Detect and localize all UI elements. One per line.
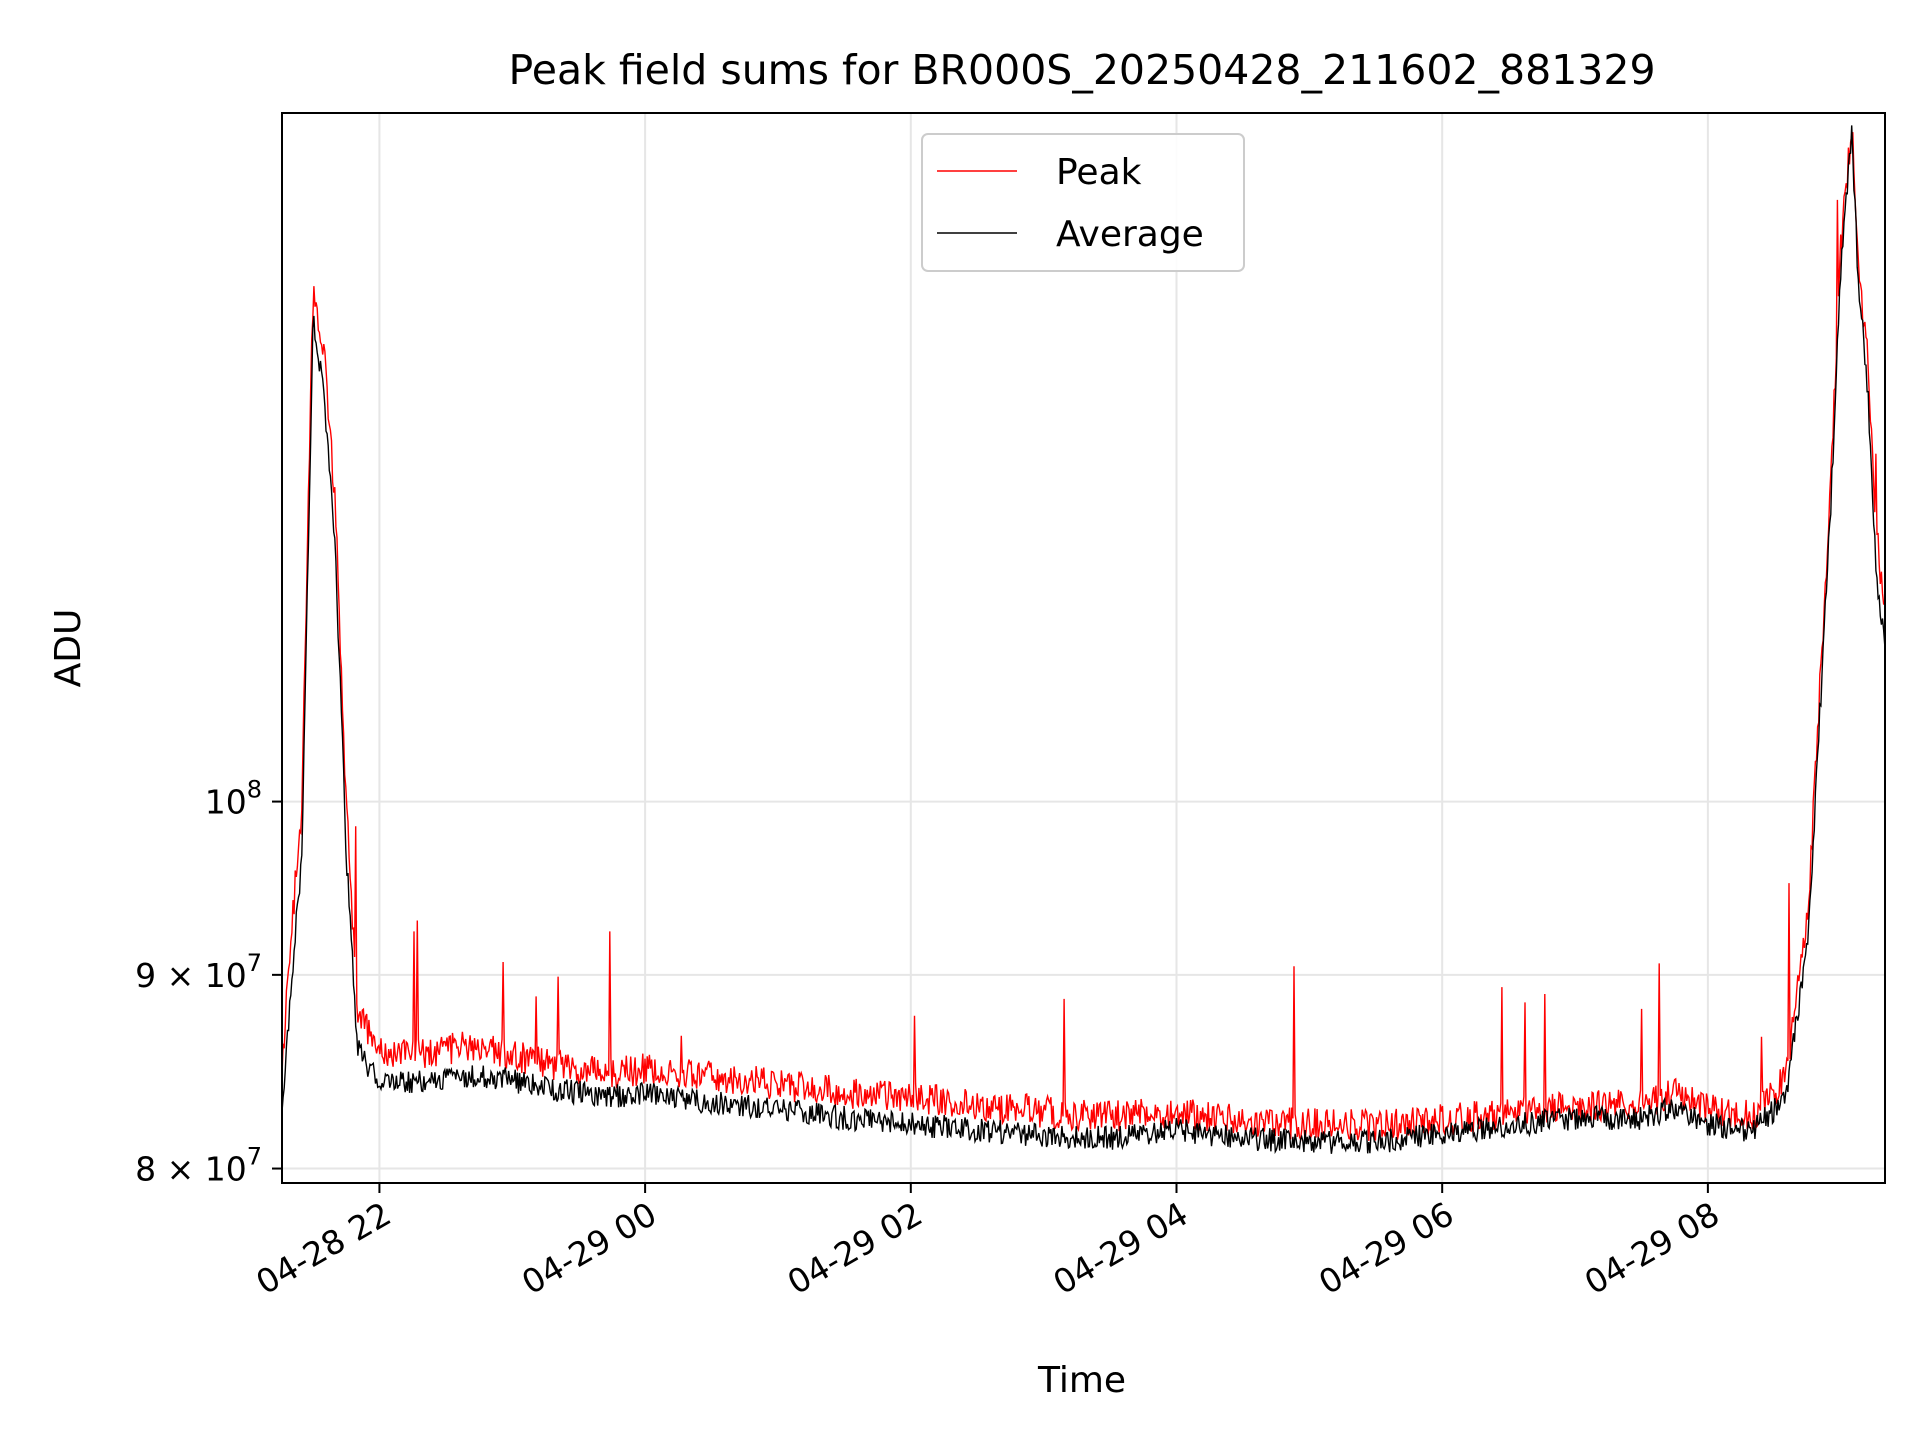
- y-axis-label: ADU: [48, 609, 89, 688]
- legend-label-peak: Peak: [1056, 152, 1142, 193]
- x-tick-label: 04-29 04: [1046, 1194, 1194, 1302]
- y-tick-label: 9 × 107: [135, 949, 262, 995]
- y-tick-label: 8 × 107: [135, 1143, 262, 1189]
- x-tick-label: 04-29 06: [1312, 1194, 1460, 1302]
- x-tick-label: 04-29 02: [781, 1194, 929, 1302]
- legend-box: [921, 133, 1245, 272]
- y-tick-label: 108: [205, 776, 262, 822]
- y-axis-ticks: 8 × 107 9 × 107 108: [135, 776, 282, 1189]
- x-tick-label: 04-29 08: [1578, 1194, 1726, 1302]
- series-layer: [282, 125, 1885, 1155]
- x-axis-label: Time: [1037, 1360, 1126, 1401]
- grid: [282, 113, 1885, 1183]
- plot-frame: [281, 112, 1886, 1184]
- x-tick-label: 04-28 22: [249, 1194, 397, 1302]
- x-axis-ticks: 04-28 22 04-29 00 04-29 02 04-29 04 04-29 06…: [249, 1183, 1726, 1302]
- x-tick-label: 04-29 00: [515, 1194, 663, 1302]
- series-line-peak: [282, 131, 1885, 1142]
- series-line-average: [282, 125, 1885, 1155]
- legend-label-average: Average: [1056, 214, 1204, 255]
- legend: Peak Average: [921, 133, 1245, 272]
- chart-title: Peak field sums for BR000S_20250428_2116…: [508, 46, 1655, 94]
